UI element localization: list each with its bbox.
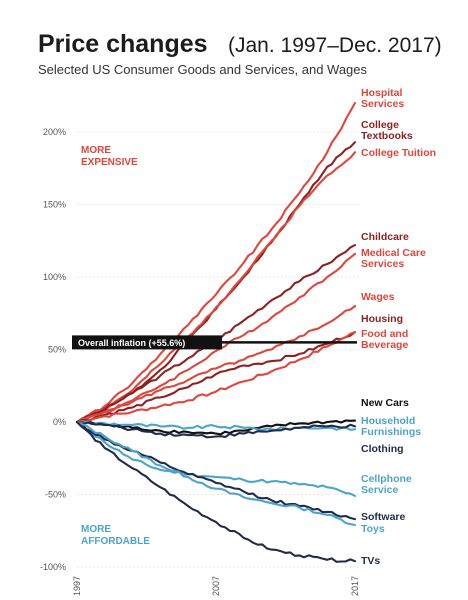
series-line-clothing [75, 420, 357, 439]
y-tick-label: -100% [40, 562, 66, 572]
series-label-medical-care-services: Medical Care [361, 247, 426, 259]
y-tick-label: 50% [48, 345, 66, 355]
more-expensive-label: MORE [81, 145, 111, 156]
y-tick-label: 150% [43, 200, 66, 210]
series-label-food-and-beverage: Beverage [361, 339, 408, 351]
series-line-wages [75, 304, 357, 424]
series-label-new-cars: New Cars [361, 397, 409, 409]
series-label-clothing: Clothing [361, 443, 404, 455]
series-line-food-and-beverage [75, 331, 357, 424]
x-tick-label: 2007 [211, 576, 221, 596]
series-label-cellphone-service: Service [361, 484, 399, 496]
series-label-food-and-beverage: Food and [361, 328, 408, 340]
series-label-wages: Wages [361, 291, 395, 303]
y-tick-label: 100% [43, 272, 66, 282]
series-label-childcare: Childcare [361, 231, 409, 243]
series-line-cellphone-service [75, 420, 357, 497]
series-label-medical-care-services: Services [361, 258, 404, 270]
more-affordable-label: AFFORDABLE [81, 536, 150, 547]
series-label-housing: Housing [361, 313, 403, 325]
inflation-label-box [72, 335, 222, 350]
series-line-tvs [75, 420, 357, 563]
chart-title: Price changes [38, 30, 208, 58]
chart-title-range: (Jan. 1997–Dec. 2017) [228, 34, 442, 57]
x-tick-label: 2017 [350, 576, 360, 596]
series-label-college-tuition: College Tuition [361, 147, 436, 159]
series-line-college-tuition [75, 151, 357, 424]
series-line-childcare [75, 244, 357, 424]
chart-subtitle: Selected US Consumer Goods and Services,… [38, 62, 368, 77]
series-label-household-furnishings: Furnishings [361, 426, 421, 438]
series-label-household-furnishings: Household [361, 415, 415, 427]
series-line-college-textbooks [75, 141, 357, 424]
series-line-hospital-services [75, 101, 357, 424]
series-line-toys [75, 420, 357, 527]
plot-area: 200% 150% 100% 50% 0% -50% -100% 1997 2007 2017 MO… [40, 87, 436, 596]
more-affordable-label: MORE [81, 524, 111, 535]
series-line-medical-care-services [75, 252, 357, 424]
series-label-hospital-services: Hospital [361, 87, 403, 99]
series-label-college-textbooks: College [361, 119, 399, 131]
y-tick-label: 0% [53, 417, 66, 427]
series-label-software: Software [361, 511, 406, 523]
series-label-college-textbooks: Textbooks [361, 130, 413, 142]
series-label-tvs: TVs [361, 555, 380, 567]
series-label-hospital-services: Services [361, 98, 404, 110]
series-label-toys: Toys [361, 523, 385, 535]
series-line-housing [75, 331, 357, 424]
y-tick-label: 200% [43, 127, 66, 137]
y-tick-label: -50% [45, 490, 66, 500]
series-label-cellphone-service: Cellphone [361, 473, 412, 485]
more-expensive-label: EXPENSIVE [81, 157, 138, 168]
inflation-label: Overall inflation (+55.6%) [78, 338, 185, 348]
x-tick-label: 1997 [72, 576, 82, 596]
